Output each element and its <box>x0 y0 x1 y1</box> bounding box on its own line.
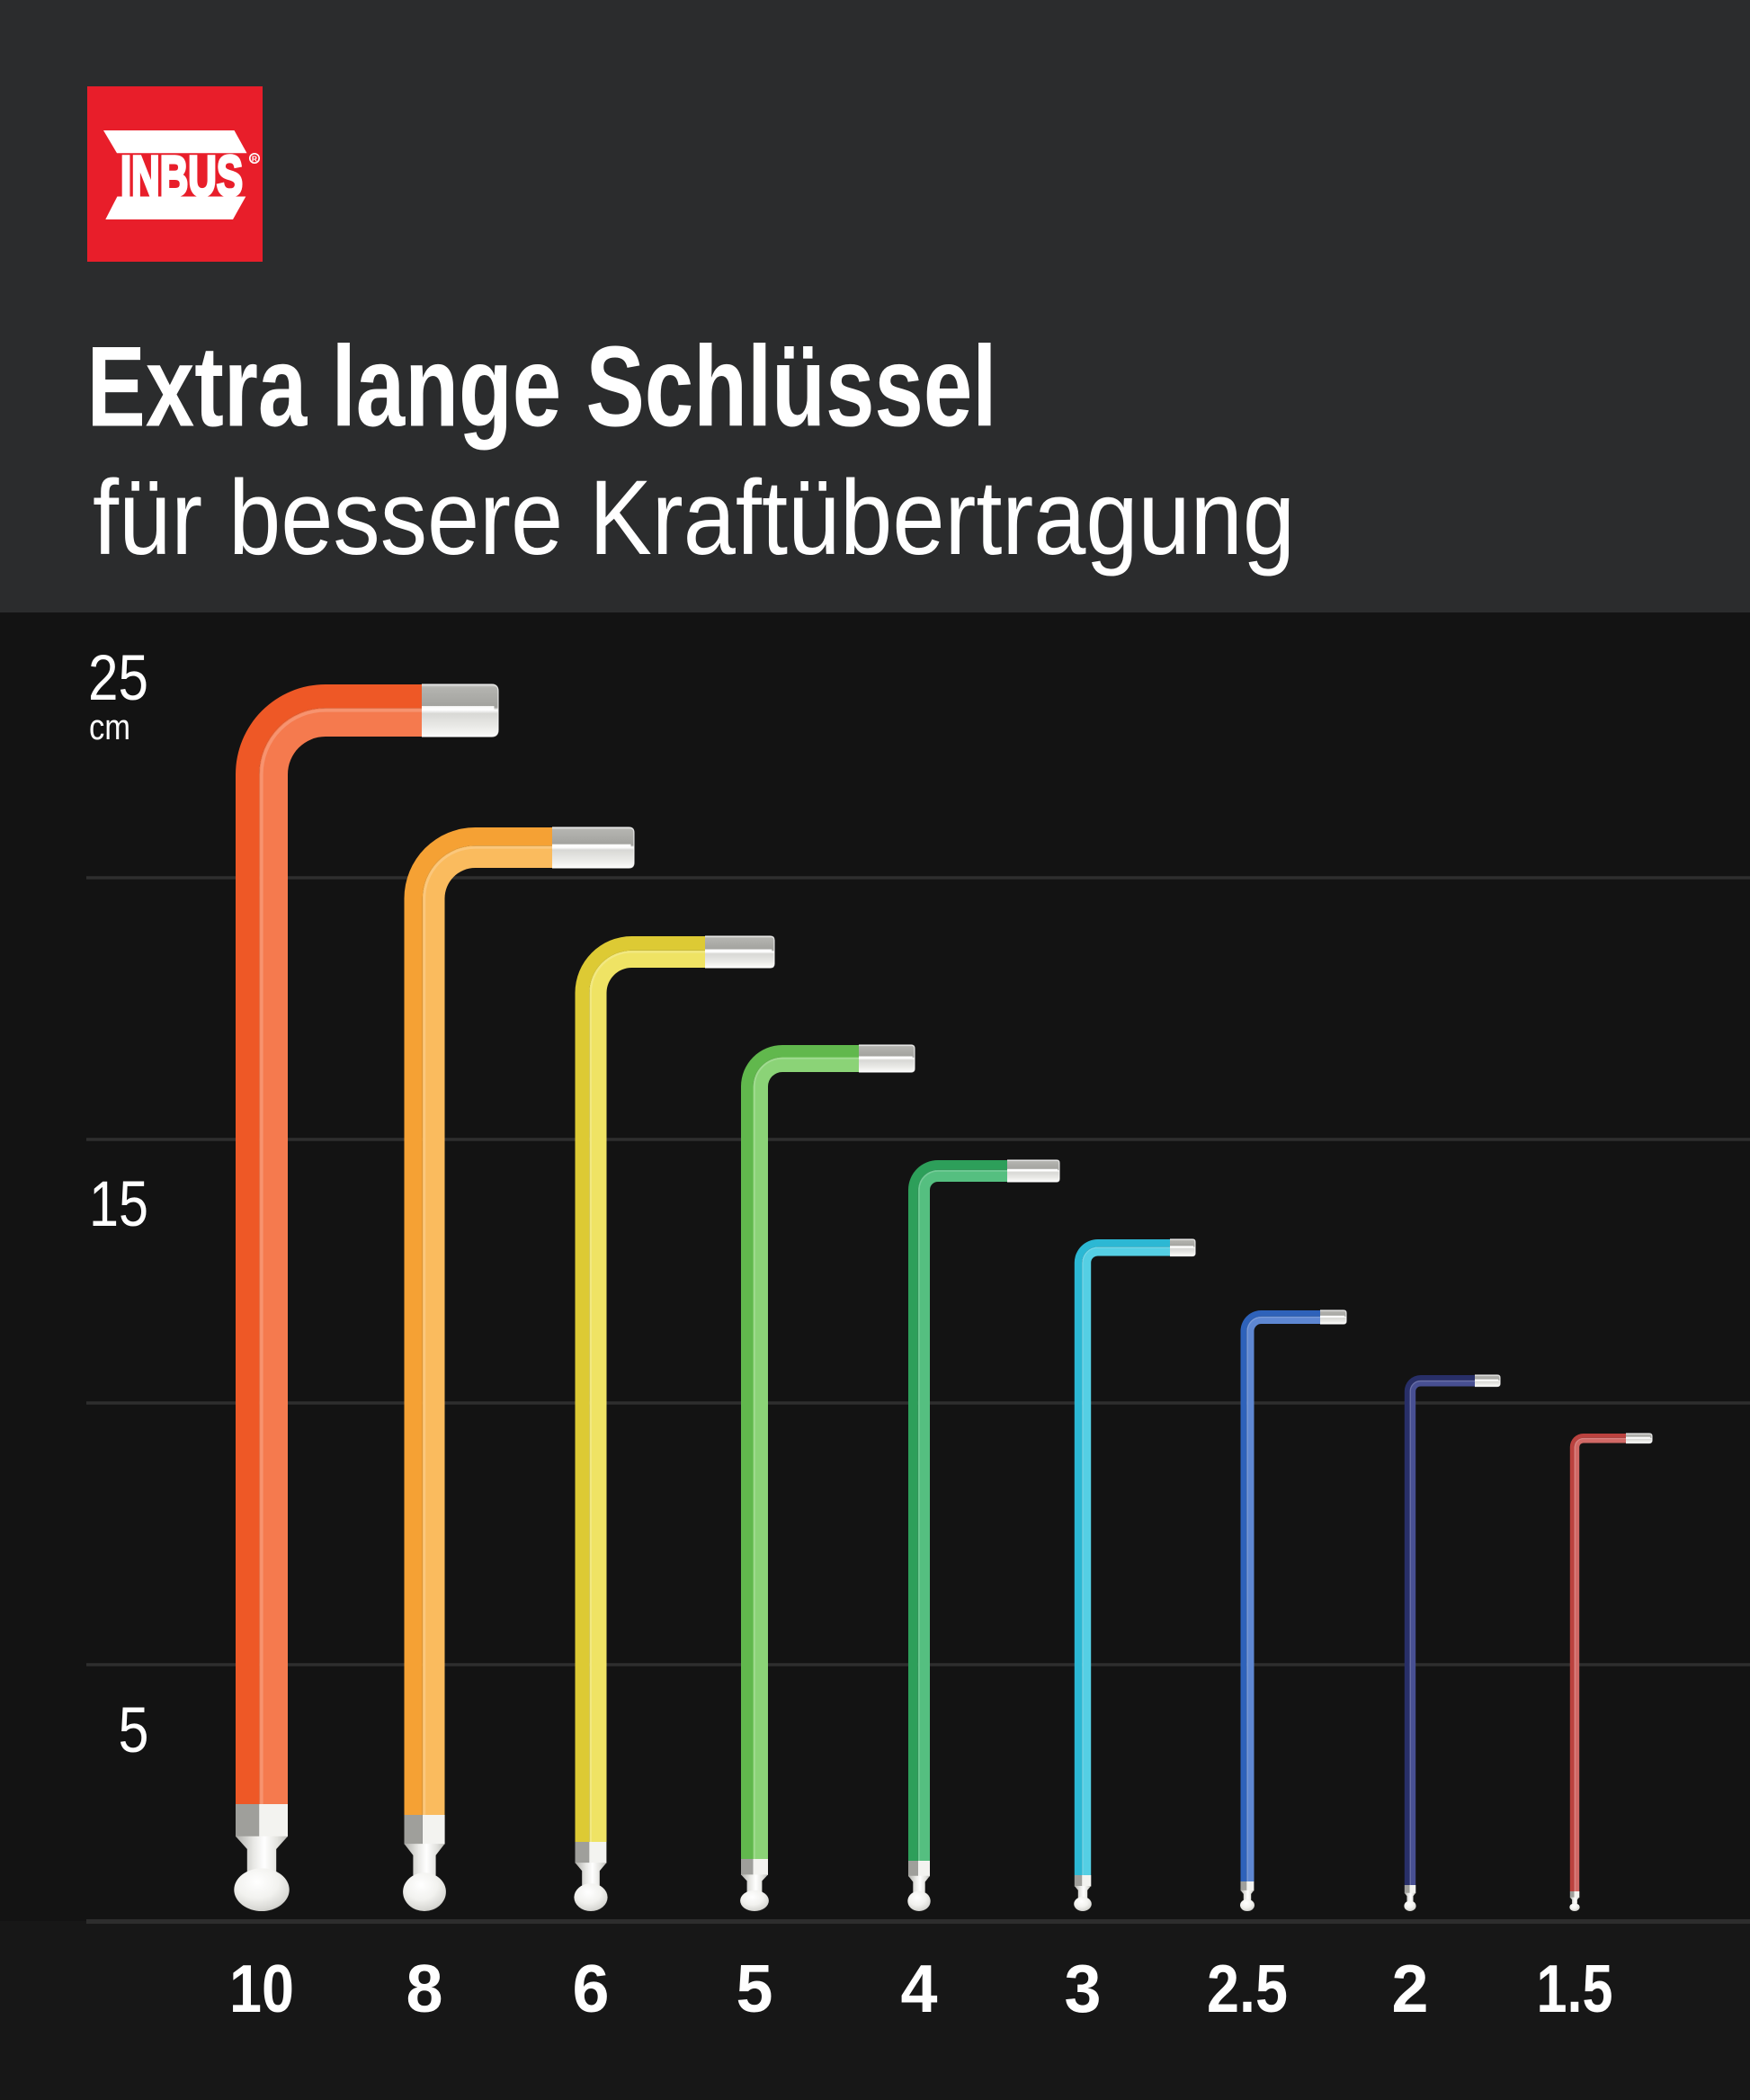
svg-text:4: 4 <box>901 1951 938 2026</box>
svg-text:6: 6 <box>573 1951 610 2026</box>
svg-text:3: 3 <box>1065 1951 1102 2026</box>
svg-text:1.5: 1.5 <box>1537 1951 1613 2026</box>
svg-text:10: 10 <box>229 1951 294 2026</box>
svg-text:5: 5 <box>737 1951 773 2026</box>
svg-text:8: 8 <box>406 1951 443 2026</box>
svg-text:Extra lange Schlüssel: Extra lange Schlüssel <box>87 323 997 451</box>
svg-text:5: 5 <box>119 1695 149 1766</box>
svg-text:für bessere Kraftübertragung: für bessere Kraftübertragung <box>93 459 1295 577</box>
svg-text:2.5: 2.5 <box>1207 1951 1288 2026</box>
svg-text:cm: cm <box>89 708 130 747</box>
svg-text:2: 2 <box>1392 1951 1429 2026</box>
svg-text:INBUS: INBUS <box>121 146 243 209</box>
svg-text:25: 25 <box>88 643 148 714</box>
svg-text:15: 15 <box>89 1169 148 1240</box>
svg-text:R: R <box>252 154 257 163</box>
